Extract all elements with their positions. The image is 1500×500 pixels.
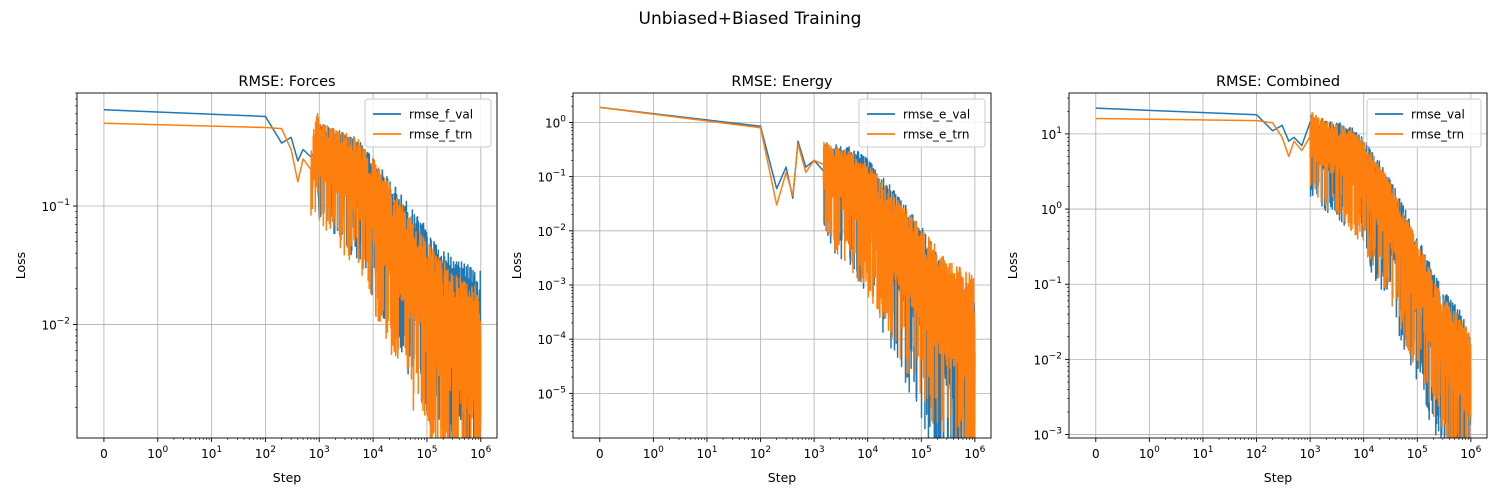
legend-label: rmse_trn [1411, 128, 1464, 142]
x-tick-label: 0 [596, 447, 604, 461]
x-axis-label: Step [273, 470, 302, 485]
legend-box [858, 98, 986, 148]
panel-title: RMSE: Combined [1216, 74, 1340, 90]
x-axis-label: Step [768, 470, 797, 485]
y-tick-label: 10−5 [537, 385, 566, 401]
x-tick-label: 103 [309, 445, 330, 461]
y-tick-label: 100 [1041, 201, 1062, 217]
x-tick-label: 104 [857, 445, 878, 461]
series-line-rmse_f_trn [103, 112, 482, 438]
x-tick-label: 102 [1246, 445, 1267, 461]
x-tick-label: 106 [470, 445, 491, 461]
y-tick-label: 10−1 [41, 198, 70, 214]
x-tick-label: 100 [147, 445, 168, 461]
y-tick-label: 10−2 [537, 223, 566, 239]
y-tick-label: 101 [1041, 126, 1062, 142]
x-tick-label: 105 [416, 445, 437, 461]
chart-panel-1: 0 100 101 102 103 104 105 106 10−2 10−1 RMSE: Forc… [13, 74, 498, 485]
x-axis-label: Step [1264, 470, 1293, 485]
x-tick-label: 0 [100, 447, 108, 461]
x-tick-label: 104 [1353, 445, 1374, 461]
legend-label: rmse_f_trn [409, 128, 472, 142]
x-tick-label: 105 [911, 445, 932, 461]
axes-frame [572, 92, 992, 439]
legend-box [364, 98, 492, 148]
panel-title: RMSE: Energy [731, 74, 833, 90]
y-tick-label: 10−1 [537, 169, 566, 185]
legend-label: rmse_e_val [903, 108, 970, 122]
axes-frame [76, 92, 498, 439]
x-tick-label: 103 [804, 445, 825, 461]
x-tick-label: 101 [201, 445, 222, 461]
y-tick-label: 10−1 [1033, 276, 1062, 292]
series-line-rmse_trn [1095, 111, 1472, 438]
x-tick-label: 101 [696, 445, 717, 461]
legend: rmse_f_val rmse_f_trn [364, 98, 492, 148]
x-tick-label: 106 [964, 445, 985, 461]
legend-label: rmse_val [1411, 108, 1465, 122]
x-tick-label: 104 [363, 445, 384, 461]
chart-panels: 0 100 101 102 103 104 105 106 10−2 10−1 RMSE: Forc… [13, 74, 1488, 485]
chart-panel-2: 0 100 101 102 103 104 105 106 10−5 10−4 10−3 10−2 10… [509, 74, 992, 485]
chart-panel-3: 0 100 101 102 103 104 105 106 10−3 10−2 10−1 100 101… [1005, 74, 1488, 485]
legend-label: rmse_f_val [409, 108, 473, 122]
series-group [599, 106, 976, 438]
y-tick-label: 10−2 [1033, 351, 1062, 367]
x-tick-label: 106 [1460, 445, 1481, 461]
series-line-rmse_e_trn [599, 106, 976, 438]
axes-frame [1068, 92, 1488, 439]
y-tick-label: 10−4 [537, 331, 566, 347]
x-tick-label: 100 [643, 445, 664, 461]
x-tick-label: 100 [1139, 445, 1160, 461]
y-axis-label: Loss [13, 252, 28, 279]
x-tick-label: 101 [1192, 445, 1213, 461]
x-tick-label: 0 [1092, 447, 1100, 461]
legend: rmse_val rmse_trn [1366, 98, 1482, 148]
x-tick-label: 105 [1407, 445, 1428, 461]
x-tick-label: 102 [750, 445, 771, 461]
series-group [1095, 107, 1472, 438]
y-axis-label: Loss [1005, 252, 1020, 279]
series-group [103, 108, 482, 438]
legend-label: rmse_e_trn [903, 128, 969, 142]
figure-title: Unbiased+Biased Training [639, 9, 862, 29]
x-tick-label: 103 [1300, 445, 1321, 461]
y-axis-label: Loss [509, 252, 524, 279]
y-tick-label: 10−2 [41, 316, 70, 332]
x-tick-label: 102 [255, 445, 276, 461]
y-tick-label: 10−3 [537, 277, 566, 293]
y-tick-label: 10−3 [1033, 427, 1062, 443]
y-tick-label: 100 [545, 114, 566, 130]
legend: rmse_e_val rmse_e_trn [858, 98, 986, 148]
panel-title: RMSE: Forces [238, 74, 335, 90]
legend-box [1366, 98, 1482, 148]
